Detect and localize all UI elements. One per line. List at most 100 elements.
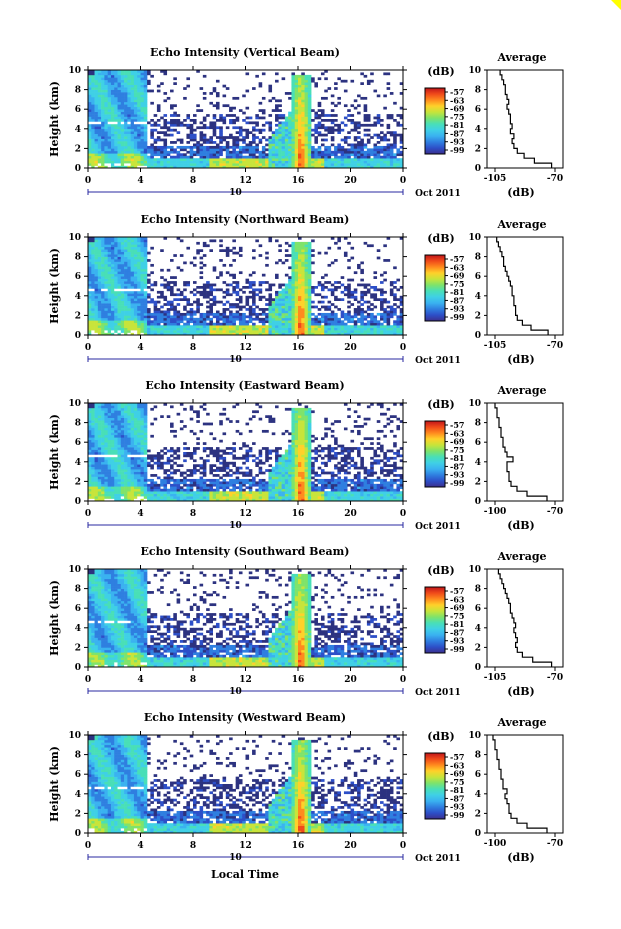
heatmap-cell	[140, 283, 145, 287]
heatmap-cell	[215, 119, 220, 122]
heatmap-cell	[340, 150, 345, 154]
heatmap-cell	[291, 92, 296, 95]
heatmap-cell	[104, 471, 108, 475]
heatmap-cell	[179, 330, 184, 333]
heatmap-cell	[275, 106, 279, 110]
heatmap-cell	[153, 330, 158, 333]
heatmap-cell	[399, 133, 404, 137]
heatmap-cell	[124, 327, 128, 331]
heatmap-cell	[386, 72, 391, 76]
heatmap-cell	[206, 286, 210, 289]
heatmap-cell	[114, 138, 118, 142]
heatmap-cell	[360, 310, 364, 314]
heatmap-cell	[124, 315, 128, 319]
heatmap-cell	[110, 268, 115, 272]
heatmap-cell	[298, 320, 302, 324]
heatmap-cell	[327, 160, 332, 164]
heatmap-cell	[357, 317, 361, 321]
heatmap-cell	[301, 150, 305, 154]
heatmap-cell	[101, 300, 105, 304]
heatmap-cell	[91, 308, 95, 311]
heatmap-cell	[94, 261, 99, 265]
heatmap-cell	[107, 427, 112, 431]
heatmap-cell	[140, 251, 145, 255]
heatmap-cell	[88, 165, 92, 169]
heatmap-cell	[117, 273, 122, 277]
heatmap-cell	[386, 312, 391, 316]
heatmap-cell	[107, 114, 112, 117]
heatmap-cell	[350, 121, 355, 125]
heatmap-cell	[127, 72, 131, 76]
heatmap-cell	[258, 288, 263, 292]
heatmap-cell	[137, 72, 141, 76]
heatmap-cell	[363, 158, 368, 161]
heatmap-cell	[376, 155, 381, 159]
heatmap-cell	[130, 320, 135, 324]
heatmap-cell	[376, 288, 381, 292]
heatmap-cell	[143, 99, 148, 103]
heatmap-cell	[94, 310, 99, 314]
heatmap-cell	[271, 332, 276, 336]
heatmap-cell	[179, 158, 184, 161]
heatmap-cell	[291, 308, 296, 311]
heatmap-cell	[320, 138, 325, 142]
heatmap-cell	[97, 483, 102, 487]
colorbar-tick-label: -93	[450, 304, 465, 314]
heatmap-cell	[114, 155, 118, 159]
heatmap-cell	[104, 128, 108, 132]
heatmap-cell	[225, 330, 230, 333]
heatmap-cell	[386, 315, 391, 319]
heatmap-cell	[281, 123, 286, 127]
heatmap-cell	[291, 305, 296, 309]
heatmap-cell	[166, 165, 171, 169]
heatmap-cell	[380, 293, 384, 297]
heatmap-cell	[291, 259, 296, 262]
heatmap-cell	[110, 442, 115, 445]
heatmap-cell	[389, 312, 394, 316]
heatmap-cell	[150, 298, 154, 301]
heatmap-cell	[320, 133, 325, 137]
heatmap-cell	[163, 99, 168, 103]
heatmap-cell	[284, 286, 289, 289]
heatmap-cell	[104, 153, 108, 157]
heatmap-cell	[291, 315, 296, 319]
heatmap-cell	[327, 288, 332, 292]
heatmap-cell	[311, 249, 315, 252]
heatmap-cell	[294, 136, 299, 139]
heatmap-cell	[104, 249, 108, 252]
heatmap-cell	[212, 268, 217, 272]
heatmap-cell	[189, 327, 194, 331]
heatmap-cell	[110, 283, 115, 287]
heatmap-cell	[127, 439, 131, 443]
heatmap-cell	[284, 315, 289, 319]
heatmap-cell	[137, 312, 141, 316]
heatmap-cell	[343, 116, 348, 120]
heatmap-cell	[94, 133, 99, 137]
heatmap-cell	[193, 136, 197, 139]
heatmap-cell	[209, 126, 213, 130]
heatmap-cell	[91, 498, 95, 502]
heatmap-cell	[120, 256, 125, 260]
heatmap-cell	[196, 148, 200, 152]
heatmap-cell	[137, 89, 141, 93]
heatmap-cell	[186, 160, 191, 164]
heatmap-cell	[127, 481, 131, 485]
heatmap-cell	[91, 305, 95, 309]
heatmap-cell	[140, 332, 145, 336]
heatmap-cell	[212, 153, 217, 157]
heatmap-cell	[94, 74, 99, 78]
x-tick-label: 0	[85, 343, 91, 353]
heatmap-cell	[301, 330, 305, 333]
heatmap-cell	[163, 315, 168, 319]
heatmap-cell	[160, 126, 164, 130]
heatmap-cell	[166, 288, 171, 292]
heatmap-cell	[212, 158, 217, 161]
heatmap-cell	[120, 444, 125, 448]
heatmap-cell	[298, 237, 302, 240]
heatmap-cell	[317, 163, 322, 166]
heatmap-cell	[288, 303, 292, 306]
heatmap-cell	[127, 126, 131, 130]
heatmap-cell	[252, 303, 256, 306]
heatmap-cell	[232, 259, 236, 262]
heatmap-cell	[288, 158, 292, 161]
